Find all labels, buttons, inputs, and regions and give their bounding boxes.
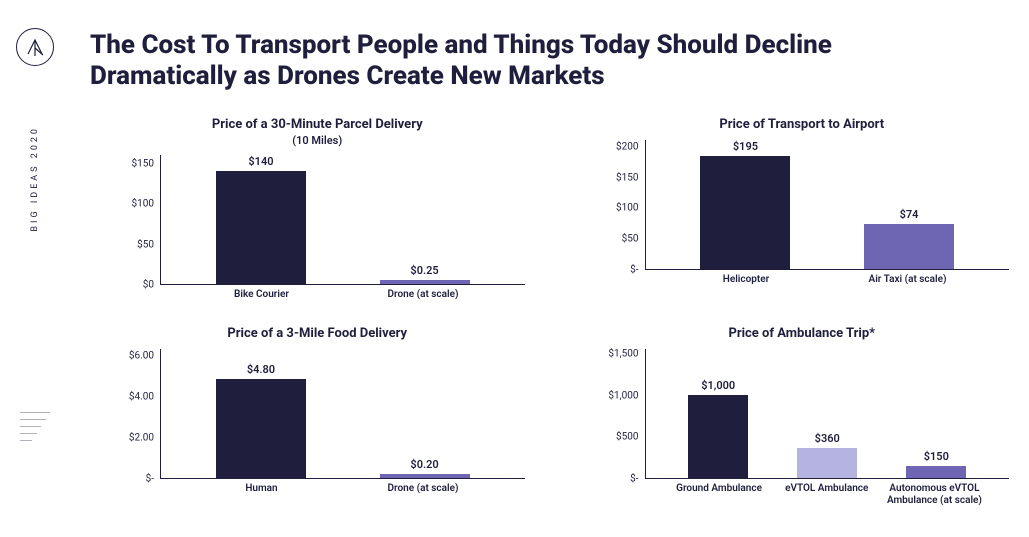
bar-wrap: $74 [827, 140, 991, 269]
y-tick-label: $150 [132, 158, 154, 169]
y-tick-label: $1,000 [608, 390, 638, 401]
y-tick-label: $- [630, 265, 638, 276]
y-axis: $-$50$100$150$200 [595, 140, 645, 270]
bar-wrap: $1,000 [664, 349, 773, 478]
bar [380, 280, 470, 284]
bar [864, 224, 954, 270]
y-tick-label: $200 [616, 141, 638, 152]
y-tick-label: $50 [137, 239, 154, 250]
y-tick-label: $100 [616, 203, 638, 214]
chart-title: Price of Transport to Airport [595, 117, 1010, 132]
x-labels-row: Ground AmbulanceeVTOL AmbulanceAutonomou… [645, 483, 1010, 507]
bar-wrap: $0.25 [343, 155, 507, 284]
y-tick-label: $0 [143, 280, 154, 291]
page-title: The Cost To Transport People and Things … [90, 30, 910, 92]
chart-food: Price of a 3-Mile Food Delivery $- $2.00 $4… [110, 326, 525, 507]
bars-row: $1,000 $360 $150 [646, 349, 1010, 478]
plot-body: $1,000 $360 $150 [645, 349, 1010, 479]
x-label: Autonomous eVTOL Ambulance (at scale) [881, 483, 989, 507]
bar [688, 395, 748, 479]
x-label: eVTOL Ambulance [773, 483, 881, 507]
bar [216, 379, 306, 478]
chart-title: Price of Ambulance Trip* [595, 326, 1010, 341]
x-label: Drone (at scale) [342, 289, 504, 301]
y-tick-label: $150 [616, 172, 638, 183]
plot-body: $4.80 $0.20 [160, 349, 525, 479]
y-tick-label: $- [630, 474, 638, 485]
y-tick-label: $- [146, 474, 154, 485]
side-rail: BIG IDEAS 2020 [0, 0, 70, 537]
y-tick-label: $100 [132, 199, 154, 210]
bar-value-label: $150 [924, 450, 949, 463]
y-tick-label: $1,500 [608, 348, 638, 359]
bar-value-label: $360 [815, 432, 840, 445]
bar-wrap: $360 [773, 349, 882, 478]
bar-wrap: $150 [882, 349, 991, 478]
bar [700, 156, 790, 269]
plot-body: $195 $74 [645, 140, 1010, 270]
plot-area: $0$50$100$150$140$0.25 [110, 155, 525, 285]
content-area: The Cost To Transport People and Things … [90, 0, 1009, 537]
x-labels-row: HumanDrone (at scale) [160, 483, 525, 495]
x-label: Drone (at scale) [342, 483, 504, 495]
side-decoration-icon [20, 412, 50, 447]
bars-row: $195 $74 [646, 140, 1010, 269]
x-labels-row: HelicopterAir Taxi (at scale) [645, 274, 1010, 286]
chart-ambulance: Price of Ambulance Trip* $- $500 $1,000 $1,5… [595, 326, 1010, 507]
chart-parcel: Price of a 30-Minute Parcel Delivery (10 … [110, 117, 525, 301]
bar-wrap: $140 [179, 155, 343, 284]
bar-value-label: $140 [248, 155, 273, 168]
y-tick-label: $50 [622, 234, 639, 245]
bar-wrap: $0.20 [343, 349, 507, 478]
chart-subtitle: (10 Miles) [110, 134, 525, 147]
plot-area: $-$50$100$150$200$195$74 [595, 140, 1010, 270]
bars-row: $140 $0.25 [161, 155, 525, 284]
y-tick-label: $2.00 [129, 433, 154, 444]
bar-value-label: $4.80 [247, 363, 275, 376]
plot-area: $-$500$1,000$1,500$1,000$360$150 [595, 349, 1010, 479]
chart-airport: Price of Transport to Airport $- $50 $100 $1… [595, 117, 1010, 301]
plot-area: $-$2.00$4.00$6.00$4.80$0.20 [110, 349, 525, 479]
chart-grid: Price of a 30-Minute Parcel Delivery (10 … [90, 117, 1009, 507]
bar-value-label: $0.25 [410, 264, 438, 277]
bar [380, 474, 470, 478]
logo-glyph [23, 35, 47, 59]
plot-body: $140 $0.25 [160, 155, 525, 285]
bar-value-label: $0.20 [410, 458, 438, 471]
bar [797, 448, 857, 478]
x-label: Ground Ambulance [665, 483, 773, 507]
y-axis: $0$50$100$150 [110, 155, 160, 285]
x-label: Air Taxi (at scale) [827, 274, 989, 286]
bars-row: $4.80 $0.20 [161, 349, 525, 478]
bar-wrap: $4.80 [179, 349, 343, 478]
x-label: Helicopter [665, 274, 827, 286]
y-axis: $-$500$1,000$1,500 [595, 349, 645, 479]
chart-title: Price of a 3-Mile Food Delivery [110, 326, 525, 341]
bar [906, 466, 966, 479]
bar-value-label: $195 [733, 140, 758, 153]
y-tick-label: $4.00 [129, 391, 154, 402]
y-tick-label: $6.00 [129, 350, 154, 361]
y-axis: $-$2.00$4.00$6.00 [110, 349, 160, 479]
bar [216, 171, 306, 284]
chart-title: Price of a 30-Minute Parcel Delivery [110, 117, 525, 132]
side-label: BIG IDEAS 2020 [30, 126, 40, 232]
y-tick-label: $500 [616, 432, 638, 443]
x-label: Human [181, 483, 343, 495]
logo-icon [16, 28, 54, 66]
bar-value-label: $74 [900, 208, 919, 221]
bar-wrap: $195 [664, 140, 828, 269]
x-label: Bike Courier [181, 289, 343, 301]
x-labels-row: Bike CourierDrone (at scale) [160, 289, 525, 301]
bar-value-label: $1,000 [701, 379, 735, 392]
